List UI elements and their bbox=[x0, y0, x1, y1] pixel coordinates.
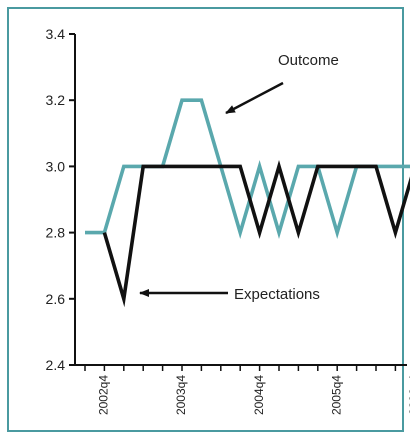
y-tick-label: 2.6 bbox=[46, 291, 66, 307]
y-tick-label: 3.2 bbox=[46, 92, 66, 108]
x-tick-label: 2006q4 bbox=[407, 375, 410, 415]
y-tick-label: 2.8 bbox=[46, 225, 66, 241]
expectations-series-line bbox=[102, 159, 410, 308]
y-tick-label: 3.4 bbox=[46, 26, 66, 42]
x-tick-label: 2005q4 bbox=[329, 375, 343, 415]
chart-axes: 2.4 2.6 2.8 3.0 3.2 3.4 2002q4 2003q4 2004q4 2005… bbox=[46, 26, 410, 415]
x-tick-label: 2004q4 bbox=[252, 375, 266, 415]
x-tick-label: 2003q4 bbox=[174, 375, 188, 415]
outcome-annotation-label: Outcome bbox=[278, 52, 339, 69]
x-tick-label: 2002q4 bbox=[97, 375, 111, 415]
y-tick-label: 3.0 bbox=[46, 158, 66, 174]
expectations-annotation-label: Expectations bbox=[234, 286, 320, 303]
chart-series bbox=[85, 98, 410, 308]
y-tick-label: 2.4 bbox=[46, 357, 66, 373]
chart-annotations: Outcome Expectations bbox=[139, 52, 339, 303]
chart-frame bbox=[7, 7, 404, 432]
outcome-annotation-arrow bbox=[225, 81, 284, 115]
